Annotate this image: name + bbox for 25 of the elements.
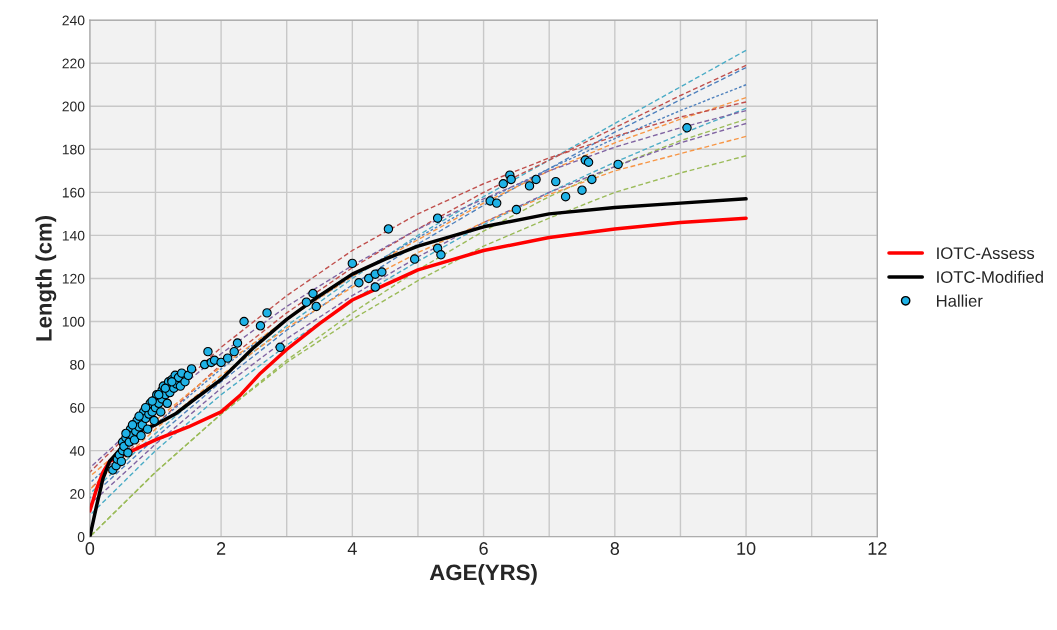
- x-axis-title: AGE(YRS): [429, 564, 537, 585]
- y-tick-label: 100: [62, 316, 85, 327]
- x-tick-label: 10: [737, 542, 756, 555]
- y-axis-title: Length (cm): [35, 215, 57, 341]
- y-tick-label: 60: [70, 402, 85, 413]
- legend-label: IOTC-Modified: [937, 270, 1043, 283]
- x-tick-label: 6: [479, 542, 488, 555]
- y-tick-label: 0: [77, 532, 85, 542]
- y-tick-label: 140: [62, 230, 85, 241]
- y-tick-label: 240: [62, 15, 85, 26]
- x-tick-label: 2: [216, 542, 226, 555]
- x-tick-label: 4: [347, 542, 357, 555]
- y-tick-label: 80: [70, 359, 85, 370]
- x-tick-label: 12: [868, 542, 887, 555]
- y-tick-label: 160: [62, 187, 85, 198]
- y-tick-label: 40: [69, 445, 85, 456]
- y-tick-label: 220: [62, 58, 85, 69]
- legend-label: Hallier: [937, 294, 983, 307]
- y-tick-label: 20: [70, 489, 85, 499]
- legend-label: IOTC-Assess: [937, 247, 1035, 260]
- y-tick-label: 120: [62, 273, 85, 284]
- x-tick-label: 8: [610, 542, 620, 555]
- y-tick-label: 200: [62, 101, 85, 112]
- y-tick-label: 180: [62, 144, 85, 155]
- x-tick-label: 0: [85, 542, 95, 555]
